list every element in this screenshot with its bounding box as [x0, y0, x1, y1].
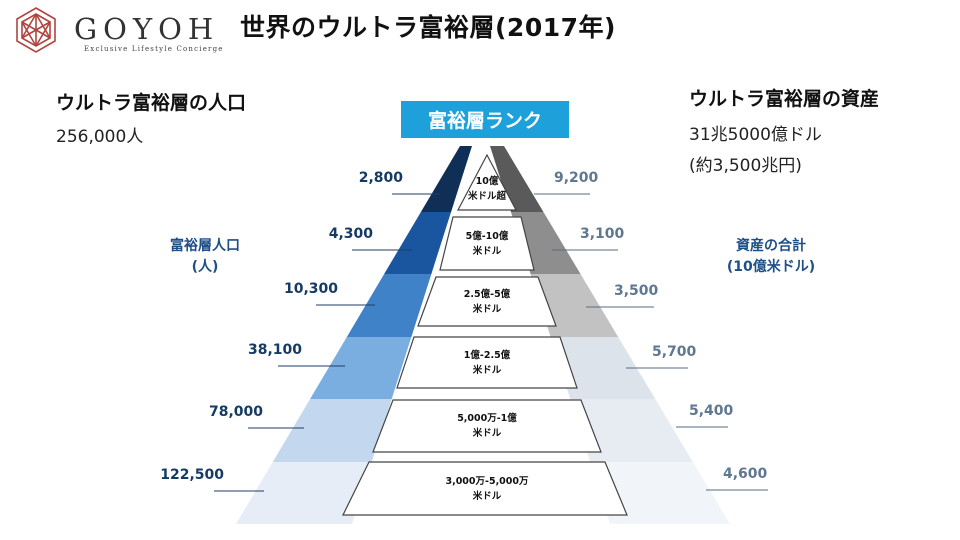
- population-value-label: 78,000: [208, 404, 263, 420]
- population-band-segment: [420, 146, 472, 212]
- rank-tier-label: 2.5億-5億 米ドル: [387, 287, 587, 317]
- rank-tier-label: 10億米ドル超: [387, 174, 587, 204]
- rank-tier-shape: [396, 336, 578, 389]
- population-band-segment: [384, 212, 452, 274]
- population-value-label: 2,800: [358, 170, 403, 186]
- assets-value-label: 3,100: [580, 226, 625, 242]
- assets-value: 31兆5000億ドル: [689, 125, 822, 145]
- rank-tier-range: 10億: [475, 175, 499, 187]
- rank-banner: 富裕層ランク: [401, 101, 569, 138]
- rank-tier-shape: [439, 216, 535, 271]
- assets-band-segment: [590, 462, 730, 524]
- brand-tagline: Exclusive Lifestyle Concierge: [84, 45, 224, 53]
- population-axis-label: 富裕層人口 (人): [170, 238, 240, 275]
- population-value-label: 4,300: [328, 226, 373, 242]
- rank-tier-unit: 米ドル: [472, 490, 502, 502]
- rank-tier-shape: [417, 276, 557, 327]
- population-heading: ウルトラ富裕層の人口: [56, 92, 247, 114]
- rank-tier-unit: 米ドル: [472, 428, 502, 439]
- population-value-label: 38,100: [247, 342, 302, 358]
- population-band-segment: [236, 462, 372, 524]
- assets-value-label: 4,600: [723, 466, 768, 482]
- rank-tier-label: 1億-2.5億 米ドル: [387, 348, 587, 378]
- rank-tier-shape: [457, 153, 517, 211]
- rank-tiers: [342, 153, 628, 516]
- population-band: [236, 146, 472, 524]
- rank-tier-unit: 米ドル超: [467, 190, 506, 202]
- brand-name: GOYOH: [74, 12, 220, 46]
- brand-logo: GOYOH Exclusive Lifestyle Concierge: [8, 4, 222, 53]
- population-band-segment: [272, 399, 392, 462]
- assets-band-segment: [550, 337, 656, 399]
- rank-tier-shape: [342, 461, 628, 516]
- rank-tier-range: 1億-2.5億: [463, 349, 511, 361]
- rank-tier-range: 5億-10億: [465, 230, 509, 242]
- rank-tier-range: 5,000万-1億: [457, 413, 517, 424]
- population-band-segment: [346, 274, 432, 337]
- rank-tier-label: 3,000万-5,000万 米ドル: [387, 474, 587, 504]
- rank-tier-unit: 米ドル: [472, 245, 502, 257]
- assets-band-segment: [490, 146, 544, 212]
- assets-value-label: 5,400: [689, 403, 734, 419]
- rank-tier-label: 5,000万-1億 米ドル: [387, 411, 587, 441]
- asanoha-hexagon-logo-icon: [16, 7, 56, 53]
- rank-tier-unit: 米ドル: [472, 364, 502, 376]
- assets-yen-note: (約3,500兆円): [689, 156, 802, 176]
- population-value-label: 10,300: [283, 281, 338, 297]
- rank-tier-shape: [372, 399, 602, 453]
- population-value: 256,000人: [56, 127, 144, 147]
- rank-tier-range: 2.5億-5億: [463, 288, 511, 300]
- population-band-segment: [310, 337, 412, 399]
- rank-tier-label: 5億-10億 米ドル: [387, 229, 587, 259]
- population-value-label: 122,500: [160, 467, 224, 483]
- assets-value-label: 5,700: [652, 344, 697, 360]
- assets-value-label: 9,200: [554, 170, 599, 186]
- value-leader-lines: [214, 193, 768, 492]
- page-title: 世界のウルトラ富裕層(2017年): [240, 13, 616, 42]
- rank-tier-range: 3,000万-5,000万: [445, 475, 529, 487]
- assets-heading: ウルトラ富裕層の資産: [689, 88, 880, 110]
- assets-band-segment: [570, 399, 693, 462]
- rank-tier-unit: 米ドル: [472, 303, 502, 315]
- assets-value-label: 3,500: [614, 283, 659, 299]
- assets-axis-label: 資産の合計 (10億米ドル): [726, 238, 816, 275]
